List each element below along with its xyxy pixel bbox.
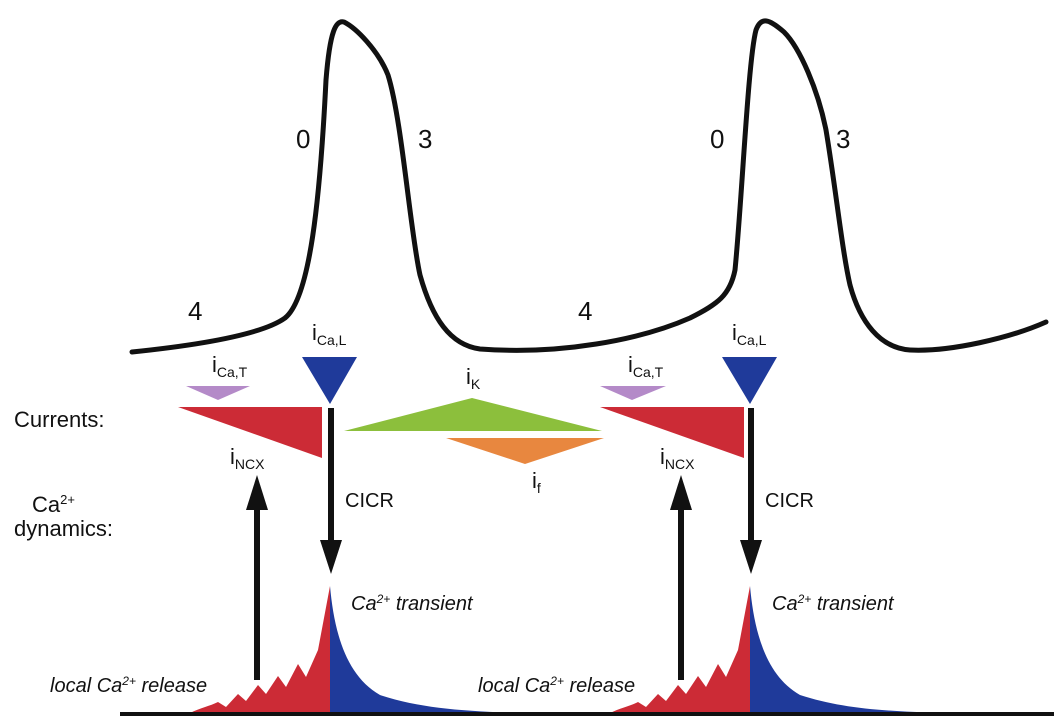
local-ca-release-2 — [610, 586, 750, 713]
if-base: i — [532, 468, 537, 493]
incx-base-1: i — [230, 444, 235, 469]
ncx-arrow-head-2 — [670, 475, 692, 510]
release-prefix-1: local Ca — [50, 675, 123, 697]
ik-base: i — [466, 364, 471, 389]
icat-triangle-2 — [600, 386, 666, 400]
ik-label: iK — [466, 364, 480, 392]
icat-sub-2: Ca,T — [632, 364, 664, 380]
if-sub: f — [536, 480, 541, 496]
local-release-label-1: local Ca2+ release — [50, 674, 207, 698]
cicr-arrow-head-2 — [740, 540, 762, 574]
transient-prefix-1: Ca — [351, 593, 377, 615]
ca-transient-label-1: Ca2+ transient — [351, 592, 473, 616]
phase-3-label-2: 3 — [836, 124, 851, 154]
ical-sub-2: Ca,L — [736, 332, 767, 348]
cicr-label-2: CICR — [765, 490, 814, 512]
transient-prefix-2: Ca — [772, 593, 798, 615]
phase-4-label-2: 4 — [578, 296, 593, 326]
icat-base-1: i — [212, 352, 217, 377]
ca-transient-1 — [330, 586, 520, 713]
local-release-label-2: local Ca2+ release — [478, 674, 635, 698]
currents-label: Currents: — [14, 407, 105, 432]
ncx-arrow-head-1 — [246, 475, 268, 510]
ik-sub: K — [470, 376, 481, 392]
ca-dynamics-sup: 2+ — [60, 492, 75, 507]
transient-suffix-2: transient — [811, 593, 894, 615]
icat-sub-1: Ca,T — [216, 364, 248, 380]
incx-triangle-2 — [600, 407, 744, 458]
if-label: if — [532, 468, 541, 496]
phase-0-label-1: 0 — [296, 124, 311, 154]
ical-triangle-2 — [722, 357, 777, 404]
incx-sub-1: NCX — [234, 456, 265, 472]
release-sup-2: 2+ — [550, 674, 564, 688]
cicr-arrow-head-1 — [320, 540, 342, 574]
transient-sup-2: 2+ — [797, 592, 812, 606]
release-suffix-1: release — [135, 675, 208, 697]
action-potential-trace — [129, 18, 1049, 355]
ical-triangle-1 — [302, 357, 357, 404]
ca-transient-label-2: Ca2+ transient — [772, 592, 894, 616]
ical-base-1: i — [312, 320, 317, 345]
ca-dynamics-prefix: Ca — [32, 492, 61, 517]
local-ca-release-1 — [190, 586, 330, 713]
ical-label-1: iCa,L — [312, 320, 346, 348]
incx-label-2: iNCX — [660, 444, 694, 472]
phase-0-label-2: 0 — [710, 124, 725, 154]
ical-sub-1: Ca,L — [316, 332, 347, 348]
icat-label-1: iCa,T — [212, 352, 247, 380]
icat-label-2: iCa,T — [628, 352, 663, 380]
if-triangle — [446, 438, 604, 464]
icat-base-2: i — [628, 352, 633, 377]
ca-dynamics-label: Ca2+ dynamics: — [14, 488, 113, 541]
ik-triangle — [344, 398, 602, 431]
release-suffix-2: release — [563, 675, 636, 697]
transient-sup-1: 2+ — [376, 592, 391, 606]
icat-triangle-1 — [186, 386, 250, 400]
incx-triangle-1 — [178, 407, 322, 458]
cicr-label-1: CICR — [345, 490, 394, 512]
ical-base-2: i — [732, 320, 737, 345]
transient-suffix-1: transient — [390, 593, 473, 615]
incx-sub-2: NCX — [664, 456, 695, 472]
release-prefix-2: local Ca — [478, 675, 551, 697]
phase-4-label-1: 4 — [188, 296, 203, 326]
incx-label-1: iNCX — [230, 444, 264, 472]
ca-transient-2 — [750, 586, 940, 713]
incx-base-2: i — [660, 444, 665, 469]
ca-dynamics-suffix: dynamics: — [14, 516, 114, 541]
release-sup-1: 2+ — [122, 674, 136, 688]
phase-3-label-1: 3 — [418, 124, 433, 154]
ical-label-2: iCa,L — [732, 320, 766, 348]
